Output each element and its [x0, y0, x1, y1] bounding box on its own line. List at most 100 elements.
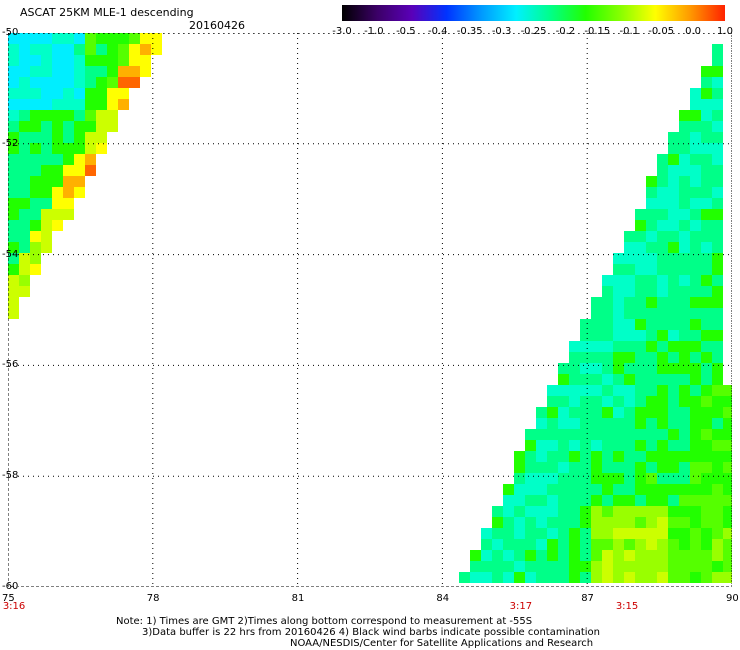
data-cell: [723, 561, 732, 572]
data-cell: [602, 440, 613, 451]
map-frame: [8, 33, 732, 587]
data-cell: [602, 539, 613, 550]
data-cell: [712, 539, 723, 550]
data-cell: [580, 341, 591, 352]
data-cell: [558, 506, 569, 517]
data-cell: [646, 385, 657, 396]
colorbar: [342, 5, 725, 21]
data-cell: [679, 440, 690, 451]
data-cell: [569, 341, 580, 352]
data-cell: [657, 341, 668, 352]
data-cell: [624, 363, 635, 374]
data-cell: [547, 462, 558, 473]
data-cell: [679, 121, 690, 132]
data-cell: [701, 297, 712, 308]
data-cell: [701, 451, 712, 462]
data-cell: [30, 44, 41, 55]
data-cell: [723, 484, 732, 495]
data-cell: [657, 165, 668, 176]
data-cell: [646, 506, 657, 517]
data-cell: [613, 539, 624, 550]
data-cell: [635, 286, 646, 297]
data-cell: [712, 484, 723, 495]
data-cell: [657, 319, 668, 330]
data-cell: [41, 165, 52, 176]
data-cell: [30, 220, 41, 231]
data-cell: [514, 473, 525, 484]
data-cell: [657, 198, 668, 209]
data-cell: [624, 286, 635, 297]
data-cell: [701, 517, 712, 528]
data-cell: [30, 55, 41, 66]
data-cell: [646, 429, 657, 440]
data-cell: [624, 242, 635, 253]
data-cell: [8, 253, 19, 264]
data-cell: [690, 231, 701, 242]
data-cell: [646, 462, 657, 473]
data-cell: [536, 495, 547, 506]
lon-tick-label: 81: [291, 593, 305, 604]
data-cell: [41, 132, 52, 143]
colorbar-tick-label: -0.35: [456, 26, 483, 37]
data-cell: [712, 330, 723, 341]
data-cell: [657, 528, 668, 539]
data-cell: [30, 176, 41, 187]
data-cell: [657, 484, 668, 495]
data-cell: [679, 264, 690, 275]
data-cell: [74, 154, 85, 165]
note-line-3: NOAA/NESDIS/Center for Satellite Applica…: [290, 638, 594, 649]
data-cell: [580, 363, 591, 374]
data-cell: [712, 143, 723, 154]
data-cell: [602, 275, 613, 286]
colorbar-tick-label: -0.4: [427, 26, 448, 37]
data-cell: [657, 396, 668, 407]
data-cell: [712, 242, 723, 253]
data-cell: [30, 143, 41, 154]
colorbar-tick-label: -1.0: [364, 26, 384, 37]
data-cell: [536, 517, 547, 528]
data-cell: [701, 253, 712, 264]
data-cell: [701, 473, 712, 484]
data-cell: [701, 286, 712, 297]
data-cell: [580, 319, 591, 330]
data-cell: [668, 462, 679, 473]
data-cell: [646, 495, 657, 506]
data-cell: [558, 572, 569, 583]
data-cell: [140, 66, 151, 77]
data-cell: [657, 242, 668, 253]
colorbar-tick-label: 1.0: [717, 26, 733, 37]
data-cell: [591, 561, 602, 572]
data-cell: [569, 550, 580, 561]
data-cell: [580, 506, 591, 517]
data-cell: [525, 429, 536, 440]
data-cell: [85, 154, 96, 165]
data-cell: [591, 539, 602, 550]
data-cell: [635, 308, 646, 319]
data-cell: [679, 198, 690, 209]
data-cell: [701, 407, 712, 418]
data-cell: [646, 319, 657, 330]
data-cell: [602, 528, 613, 539]
data-cell: [140, 44, 151, 55]
data-cell: [646, 363, 657, 374]
lon-tick-label: 78: [146, 593, 160, 604]
data-cell: [657, 429, 668, 440]
data-cell: [712, 176, 723, 187]
data-cell: [668, 341, 679, 352]
data-cell: [52, 33, 63, 44]
data-cell: [624, 550, 635, 561]
data-cell: [701, 506, 712, 517]
data-cell: [679, 209, 690, 220]
data-cell: [635, 418, 646, 429]
data-cell: [668, 275, 679, 286]
data-cell: [591, 550, 602, 561]
data-cell: [74, 121, 85, 132]
data-cell: [635, 396, 646, 407]
note-line-2: 3)Data buffer is 22 hrs from 20160426 4)…: [142, 627, 600, 638]
data-cell: [569, 484, 580, 495]
lon-tick-label: 75: [2, 593, 15, 604]
data-cell: [679, 429, 690, 440]
data-cell: [690, 253, 701, 264]
data-cell: [723, 418, 732, 429]
data-cell: [723, 440, 732, 451]
